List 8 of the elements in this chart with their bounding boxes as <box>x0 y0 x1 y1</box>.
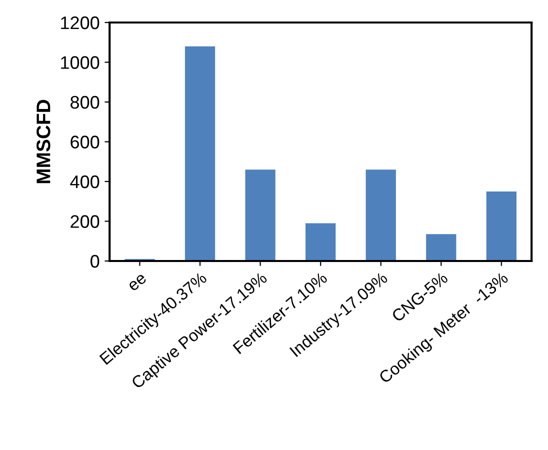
y-tick-label: 1000 <box>61 56 100 69</box>
y-tick-label: 600 <box>70 136 100 148</box>
y-tick-label: 400 <box>70 175 100 188</box>
y-tick-label: 0 <box>90 254 100 268</box>
y-tick-label: 200 <box>70 215 100 228</box>
y-axis-title: MMSCFD <box>36 100 50 184</box>
y-tick-label: 800 <box>70 96 100 109</box>
y-tick-label: 1200 <box>61 16 100 30</box>
